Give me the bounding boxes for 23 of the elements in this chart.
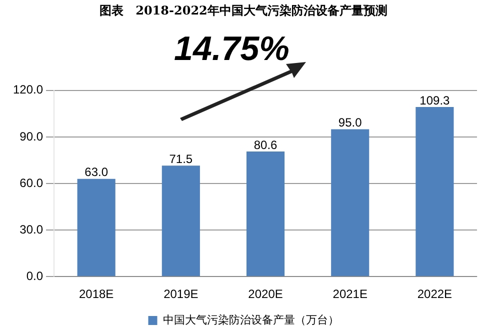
text: 14.75% [174, 30, 290, 68]
x-tick-label: 2020E [248, 287, 283, 302]
bar [416, 107, 454, 276]
y-tick-label: 90.0 [20, 129, 44, 144]
x-tick-label: 2021E [332, 287, 368, 302]
data-label: 109.3 [420, 93, 450, 108]
bar [162, 166, 200, 276]
bar [331, 129, 370, 276]
data-label: 95.0 [338, 116, 362, 130]
bar [77, 178, 116, 276]
data-label: 63.0 [84, 165, 108, 180]
y-tick-label: 30.0 [20, 222, 44, 236]
y-tick-label: 60.0 [20, 176, 44, 190]
x-tick-label: 2018E [78, 287, 114, 302]
chart-title: 图表 2018-2022年中国大气污染防治设备产量预测 [100, 3, 388, 18]
x-tick-label: 2019E [164, 287, 198, 302]
y-tick-label: 120.0 [13, 82, 44, 97]
data-label: 80.6 [254, 138, 278, 152]
y-tick-label: 0.0 [26, 268, 44, 283]
bar [246, 152, 285, 276]
data-label: 71.5 [169, 152, 193, 166]
x-tick-label: 2022E [417, 287, 452, 302]
legend-label: 中国大气污染防治设备产量（万台） [162, 313, 339, 326]
